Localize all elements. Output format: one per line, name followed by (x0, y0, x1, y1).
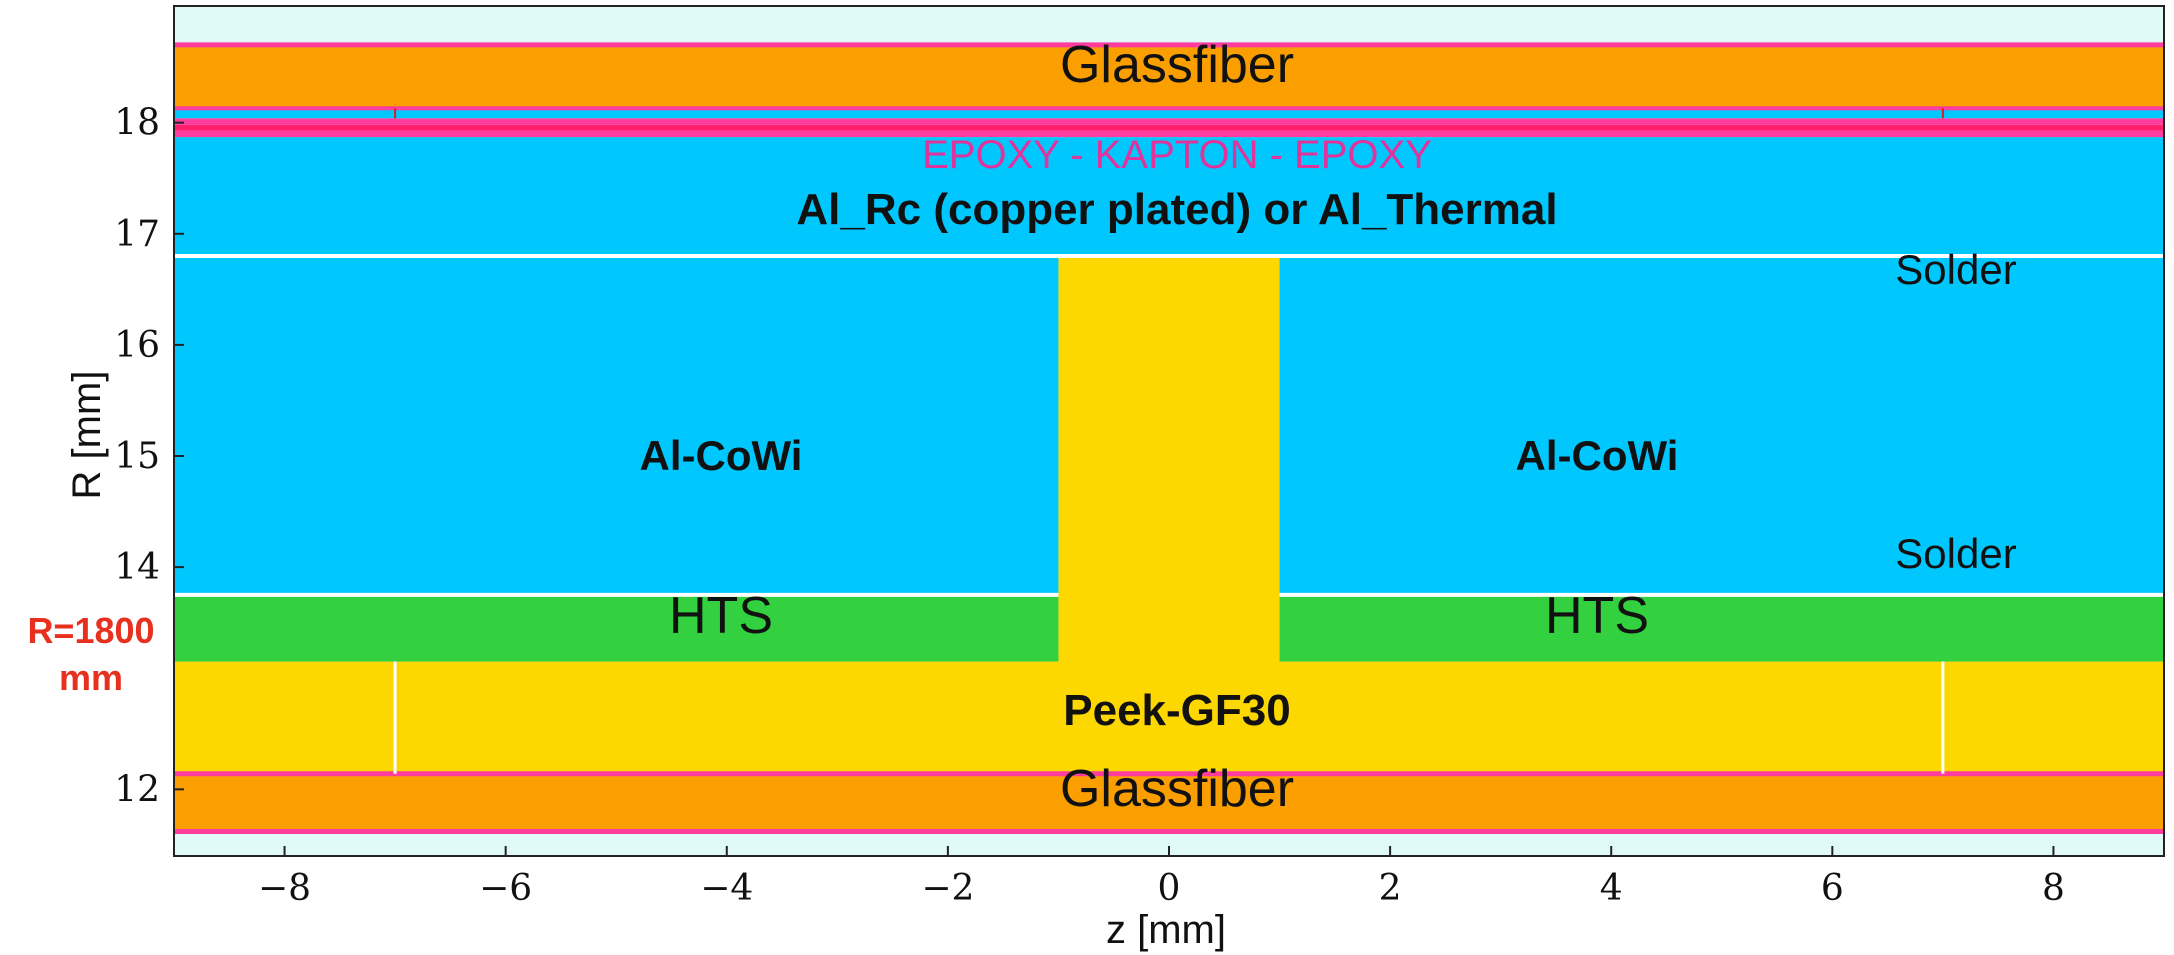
x-tick-label: −6 (479, 868, 532, 909)
region-hts-right (1280, 595, 2164, 662)
region-epoxy-outer (174, 118, 2164, 125)
x-tick-label: 4 (1600, 868, 1623, 909)
alcowi-left-label: Al-CoWi (640, 432, 803, 479)
y-tick-label: 12 (114, 769, 160, 810)
epoxy-kapton-epoxy-label: EPOXY - KAPTON - EPOXY (922, 133, 1432, 177)
y-tick-label: 17 (114, 214, 160, 255)
region-hts-left (174, 595, 1058, 662)
region-kapton (174, 125, 2164, 131)
solder-top-label: Solder (1895, 246, 2016, 293)
y-tick-label: 18 (114, 103, 160, 144)
hts-right-label: HTS (1545, 587, 1649, 645)
region-peek-center (1058, 256, 1279, 662)
region-alcowi-left (174, 256, 1058, 595)
x-tick-label: −2 (921, 868, 974, 909)
solder-bottom-label: Solder (1895, 530, 2016, 577)
x-axis-label: z [mm] (1106, 908, 1226, 952)
y-tick-label: 14 (114, 547, 160, 588)
al-rc-label: Al_Rc (copper plated) or Al_Thermal (796, 185, 1557, 234)
x-tick-label: 0 (1158, 868, 1181, 909)
radius-note-line1: R=1800 (27, 610, 154, 651)
radius-note-line2: mm (59, 657, 123, 698)
x-tick-label: −4 (700, 868, 753, 909)
y-axis-label: R [mm] (65, 371, 109, 500)
y-tick-label: 16 (114, 325, 160, 366)
peek-label: Peek-GF30 (1063, 686, 1290, 735)
glassfiber-top-label: Glassfiber (1060, 36, 1294, 94)
x-tick-label: 2 (1379, 868, 1402, 909)
alcowi-right-label: Al-CoWi (1516, 432, 1679, 479)
x-tick-label: −8 (258, 868, 311, 909)
x-tick-label: 8 (2042, 868, 2065, 909)
x-tick-label: 6 (1821, 868, 1844, 909)
y-tick-label: 15 (114, 436, 160, 477)
region-alcowi-right (1280, 256, 2164, 595)
hts-left-label: HTS (669, 587, 773, 645)
glassfiber-bottom-label: Glassfiber (1060, 760, 1294, 818)
